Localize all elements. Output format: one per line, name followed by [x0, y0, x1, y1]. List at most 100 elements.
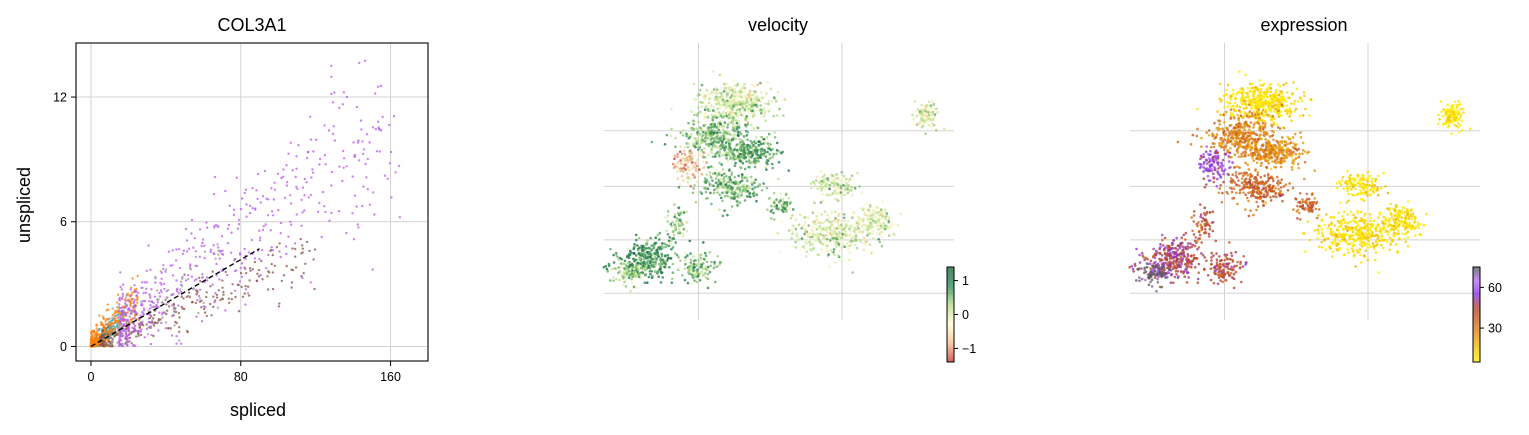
- cell-point: [872, 214, 875, 217]
- cell-point: [106, 333, 110, 336]
- cell-point: [820, 213, 823, 216]
- cell-point: [680, 274, 684, 277]
- cell-point: [235, 269, 238, 272]
- cell-point: [148, 300, 151, 303]
- cell-point: [718, 147, 721, 150]
- cell-point: [289, 141, 292, 144]
- cell-point: [899, 212, 902, 216]
- cell-point: [671, 271, 675, 275]
- cell-point: [768, 152, 772, 156]
- cell-point: [868, 243, 872, 246]
- cell-point: [617, 258, 620, 262]
- cell-point: [867, 219, 870, 223]
- cell-point: [692, 259, 696, 263]
- cell-point: [186, 330, 189, 334]
- cell-point: [697, 106, 700, 109]
- cell-point: [753, 160, 757, 163]
- x-tick-label: 80: [234, 370, 248, 384]
- cell-point: [737, 124, 741, 127]
- cell-point: [159, 318, 162, 321]
- cell-point: [158, 311, 161, 314]
- cell-point: [130, 291, 134, 294]
- cell-point: [854, 243, 857, 247]
- cell-point: [854, 237, 857, 241]
- cell-point: [680, 162, 683, 165]
- cell-point: [685, 210, 689, 213]
- cell-point: [825, 250, 829, 254]
- cell-point: [846, 245, 849, 249]
- cell-point: [929, 104, 933, 107]
- cell-point: [679, 159, 682, 162]
- cell-point: [847, 184, 850, 187]
- cell-point: [112, 324, 115, 328]
- cell-point: [833, 253, 836, 257]
- cell-point: [772, 152, 775, 156]
- y-tick-label: 12: [53, 91, 67, 105]
- cell-point: [682, 160, 685, 164]
- cell-point: [722, 90, 726, 93]
- cell-point: [707, 140, 711, 143]
- cell-point: [839, 191, 843, 194]
- cell-point: [723, 121, 727, 124]
- cell-point: [278, 242, 281, 245]
- cell-point: [160, 277, 163, 280]
- cell-point: [640, 251, 643, 255]
- cell-point: [302, 272, 305, 275]
- cell-point: [824, 226, 828, 230]
- cell-point: [726, 181, 729, 184]
- cell-point: [822, 178, 826, 182]
- cell-point: [684, 168, 687, 171]
- cell-point: [639, 262, 642, 266]
- cell-point: [265, 197, 268, 200]
- cell-point: [261, 278, 264, 281]
- cell-point: [245, 272, 248, 275]
- cell-point: [881, 224, 884, 228]
- cell-point: [729, 96, 732, 99]
- cell-point: [885, 212, 889, 215]
- cell-point: [712, 191, 716, 195]
- cell-point: [725, 157, 728, 160]
- cell-point: [715, 93, 719, 97]
- cell-point: [101, 335, 104, 338]
- cell-point: [224, 189, 227, 193]
- cell-point: [695, 158, 699, 162]
- cell-point: [670, 248, 673, 251]
- cell-point: [187, 274, 190, 277]
- cell-point: [230, 292, 233, 295]
- cell-point: [841, 232, 844, 236]
- cell-point: [705, 136, 708, 139]
- cell-point: [762, 107, 766, 110]
- cell-point: [203, 256, 206, 260]
- cell-point: [239, 272, 243, 275]
- cell-point: [825, 244, 829, 248]
- cell-point: [717, 141, 720, 144]
- cell-point: [214, 292, 217, 295]
- cell-point: [131, 297, 134, 301]
- cell-point: [718, 161, 721, 165]
- cell-point: [775, 149, 779, 152]
- cell-point: [665, 133, 669, 137]
- cell-point: [862, 248, 866, 252]
- cell-point: [300, 224, 303, 227]
- cell-point: [848, 251, 852, 254]
- cell-point: [1251, 82, 1255, 86]
- cell-point: [136, 274, 139, 278]
- cell-point: [117, 312, 121, 315]
- cell-point: [295, 185, 298, 188]
- cell-point: [175, 279, 178, 282]
- cell-point: [138, 322, 142, 326]
- cell-point: [721, 140, 724, 143]
- cell-point: [709, 126, 713, 129]
- cell-point: [866, 228, 870, 232]
- cell-point: [790, 228, 794, 231]
- cell-point: [733, 93, 736, 97]
- cell-point: [704, 111, 707, 115]
- cell-point: [843, 187, 847, 191]
- cell-point: [342, 91, 346, 94]
- cell-point: [237, 283, 240, 287]
- cell-point: [765, 92, 768, 95]
- cell-point: [878, 226, 881, 229]
- cell-point: [174, 259, 178, 262]
- cell-point: [805, 242, 809, 246]
- cell-point: [753, 181, 756, 185]
